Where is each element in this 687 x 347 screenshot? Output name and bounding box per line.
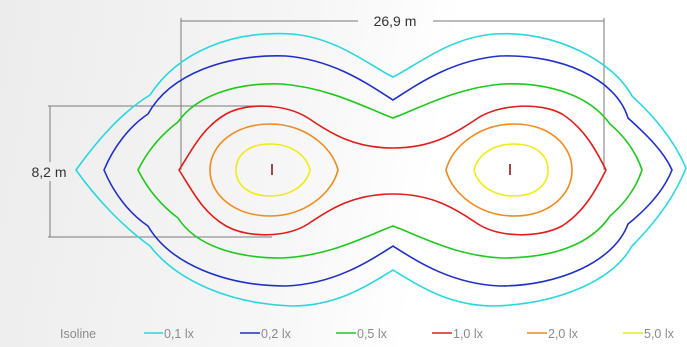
legend-label: 5,0 lx xyxy=(644,327,675,341)
isoline-1-0-lx xyxy=(178,105,607,236)
luminaire-markers xyxy=(271,164,511,175)
legend-label: 2,0 lx xyxy=(548,327,579,341)
legend-item-0-2-lx: 0,2 lx xyxy=(240,327,292,341)
legend-item-0-1-lx: 0,1 lx xyxy=(144,327,195,341)
legend-item-2-0-lx: 2,0 lx xyxy=(527,327,579,341)
legend-label: 1,0 lx xyxy=(453,327,484,341)
legend-item-5-0-lx: 5,0 lx xyxy=(623,327,675,341)
height-dimension-label: 8,2 m xyxy=(31,164,66,180)
legend-title: Isoline xyxy=(60,327,96,341)
isoline-5-0-lx xyxy=(235,143,549,197)
isoline-0-5-lx xyxy=(137,83,643,259)
legend-item-0-5-lx: 0,5 lx xyxy=(336,327,388,341)
width-dimension: 26,9 m xyxy=(180,13,605,170)
isoline-0-2-lx xyxy=(103,55,673,287)
width-dimension-label: 26,9 m xyxy=(374,13,417,29)
height-dimension: 8,2 m xyxy=(31,105,272,238)
legend-label: 0,5 lx xyxy=(357,327,388,341)
legend-label: 0,2 lx xyxy=(261,327,292,341)
legend-item-1-0-lx: 1,0 lx xyxy=(432,327,484,341)
legend: Isoline 0,1 lx 0,2 lx 0,5 lx 1,0 lx 2,0 … xyxy=(60,327,675,341)
isoline-0-1-lx xyxy=(75,32,687,307)
legend-label: 0,1 lx xyxy=(164,327,195,341)
isoline-2-0-lx xyxy=(209,123,573,217)
isolines xyxy=(75,32,687,307)
